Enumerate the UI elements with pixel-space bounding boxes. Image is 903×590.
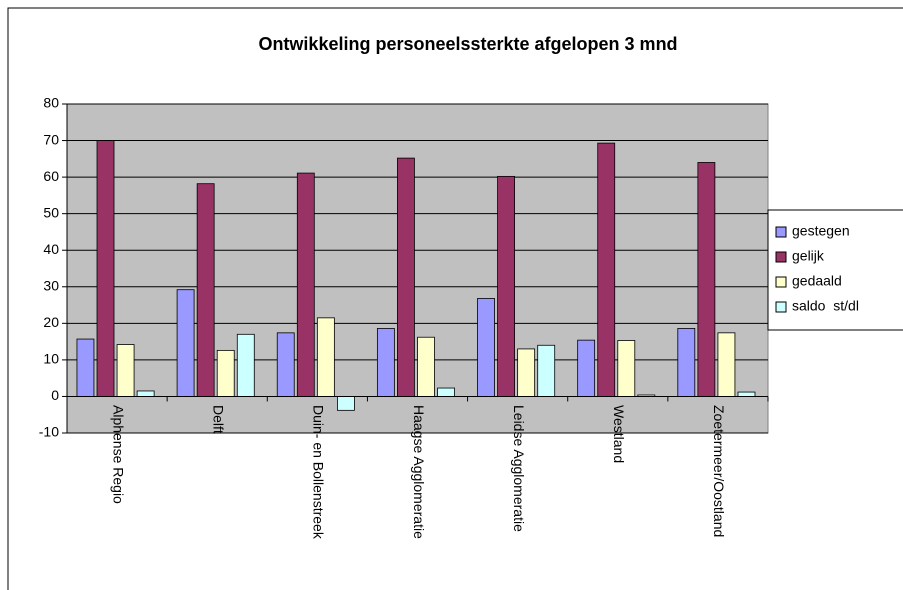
bar xyxy=(477,298,495,397)
bar xyxy=(677,328,696,397)
bar xyxy=(296,172,315,397)
legend-label: saldo st/dl xyxy=(792,298,859,314)
bar xyxy=(236,333,255,397)
bar xyxy=(517,348,536,397)
bar xyxy=(737,391,756,397)
bar xyxy=(337,396,355,411)
bar xyxy=(537,344,556,397)
legend-swatch xyxy=(775,301,787,313)
legend-box xyxy=(767,209,903,331)
x-tick-label: Leidse Agglomeratie xyxy=(511,405,527,532)
bar xyxy=(376,328,395,397)
y-tick-label: 20 xyxy=(43,314,59,330)
bar xyxy=(717,332,736,397)
bar xyxy=(96,140,115,397)
bar xyxy=(316,317,335,397)
chart-title: Ontwikkeling personeelssterkte afgelopen… xyxy=(258,34,677,54)
bar xyxy=(437,387,455,397)
bar xyxy=(417,336,435,397)
bar xyxy=(216,349,235,397)
y-tick-label: 0 xyxy=(51,387,59,403)
y-tick-label: 60 xyxy=(43,168,59,184)
bar xyxy=(176,289,195,397)
legend-swatch xyxy=(775,276,787,288)
y-tick-label: 40 xyxy=(43,241,59,257)
x-tick-label: Haagse Agglomeratie xyxy=(411,405,427,539)
legend-swatch xyxy=(775,226,787,238)
x-tick-label: Alphense Regio xyxy=(110,405,126,504)
bar xyxy=(617,340,636,397)
x-tick-label: Delft xyxy=(211,405,227,434)
x-tick-label: Westland xyxy=(611,405,627,463)
bar xyxy=(276,332,295,397)
y-tick-label: 30 xyxy=(43,277,59,293)
legend-label: gedaald xyxy=(792,273,842,289)
bar xyxy=(497,175,515,397)
legend-swatch xyxy=(775,251,787,263)
bar xyxy=(76,338,95,397)
bar xyxy=(196,183,215,397)
bar xyxy=(697,162,716,397)
legend-label: gelijk xyxy=(792,248,825,264)
bar xyxy=(116,344,135,397)
x-tick-label: Duin- en Bollenstreek xyxy=(311,405,327,540)
y-tick-label: 50 xyxy=(43,204,59,220)
legend-label: gestegen xyxy=(792,223,850,239)
bar xyxy=(577,339,596,397)
y-tick-label: -10 xyxy=(39,424,59,440)
y-tick-label: 70 xyxy=(43,131,59,147)
bar xyxy=(597,142,616,397)
y-tick-label: 80 xyxy=(43,95,59,111)
y-tick-label: 10 xyxy=(43,351,59,367)
bar xyxy=(136,390,155,397)
x-tick-label: Zoetermeer/Oostland xyxy=(711,405,727,537)
bar xyxy=(397,157,415,397)
